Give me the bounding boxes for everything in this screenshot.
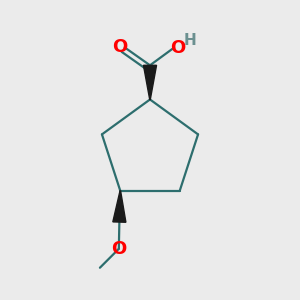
Text: O: O: [112, 38, 127, 56]
Text: O: O: [170, 39, 185, 57]
Polygon shape: [113, 191, 126, 222]
Text: O: O: [111, 240, 127, 258]
Polygon shape: [143, 65, 157, 100]
Text: H: H: [184, 32, 196, 47]
